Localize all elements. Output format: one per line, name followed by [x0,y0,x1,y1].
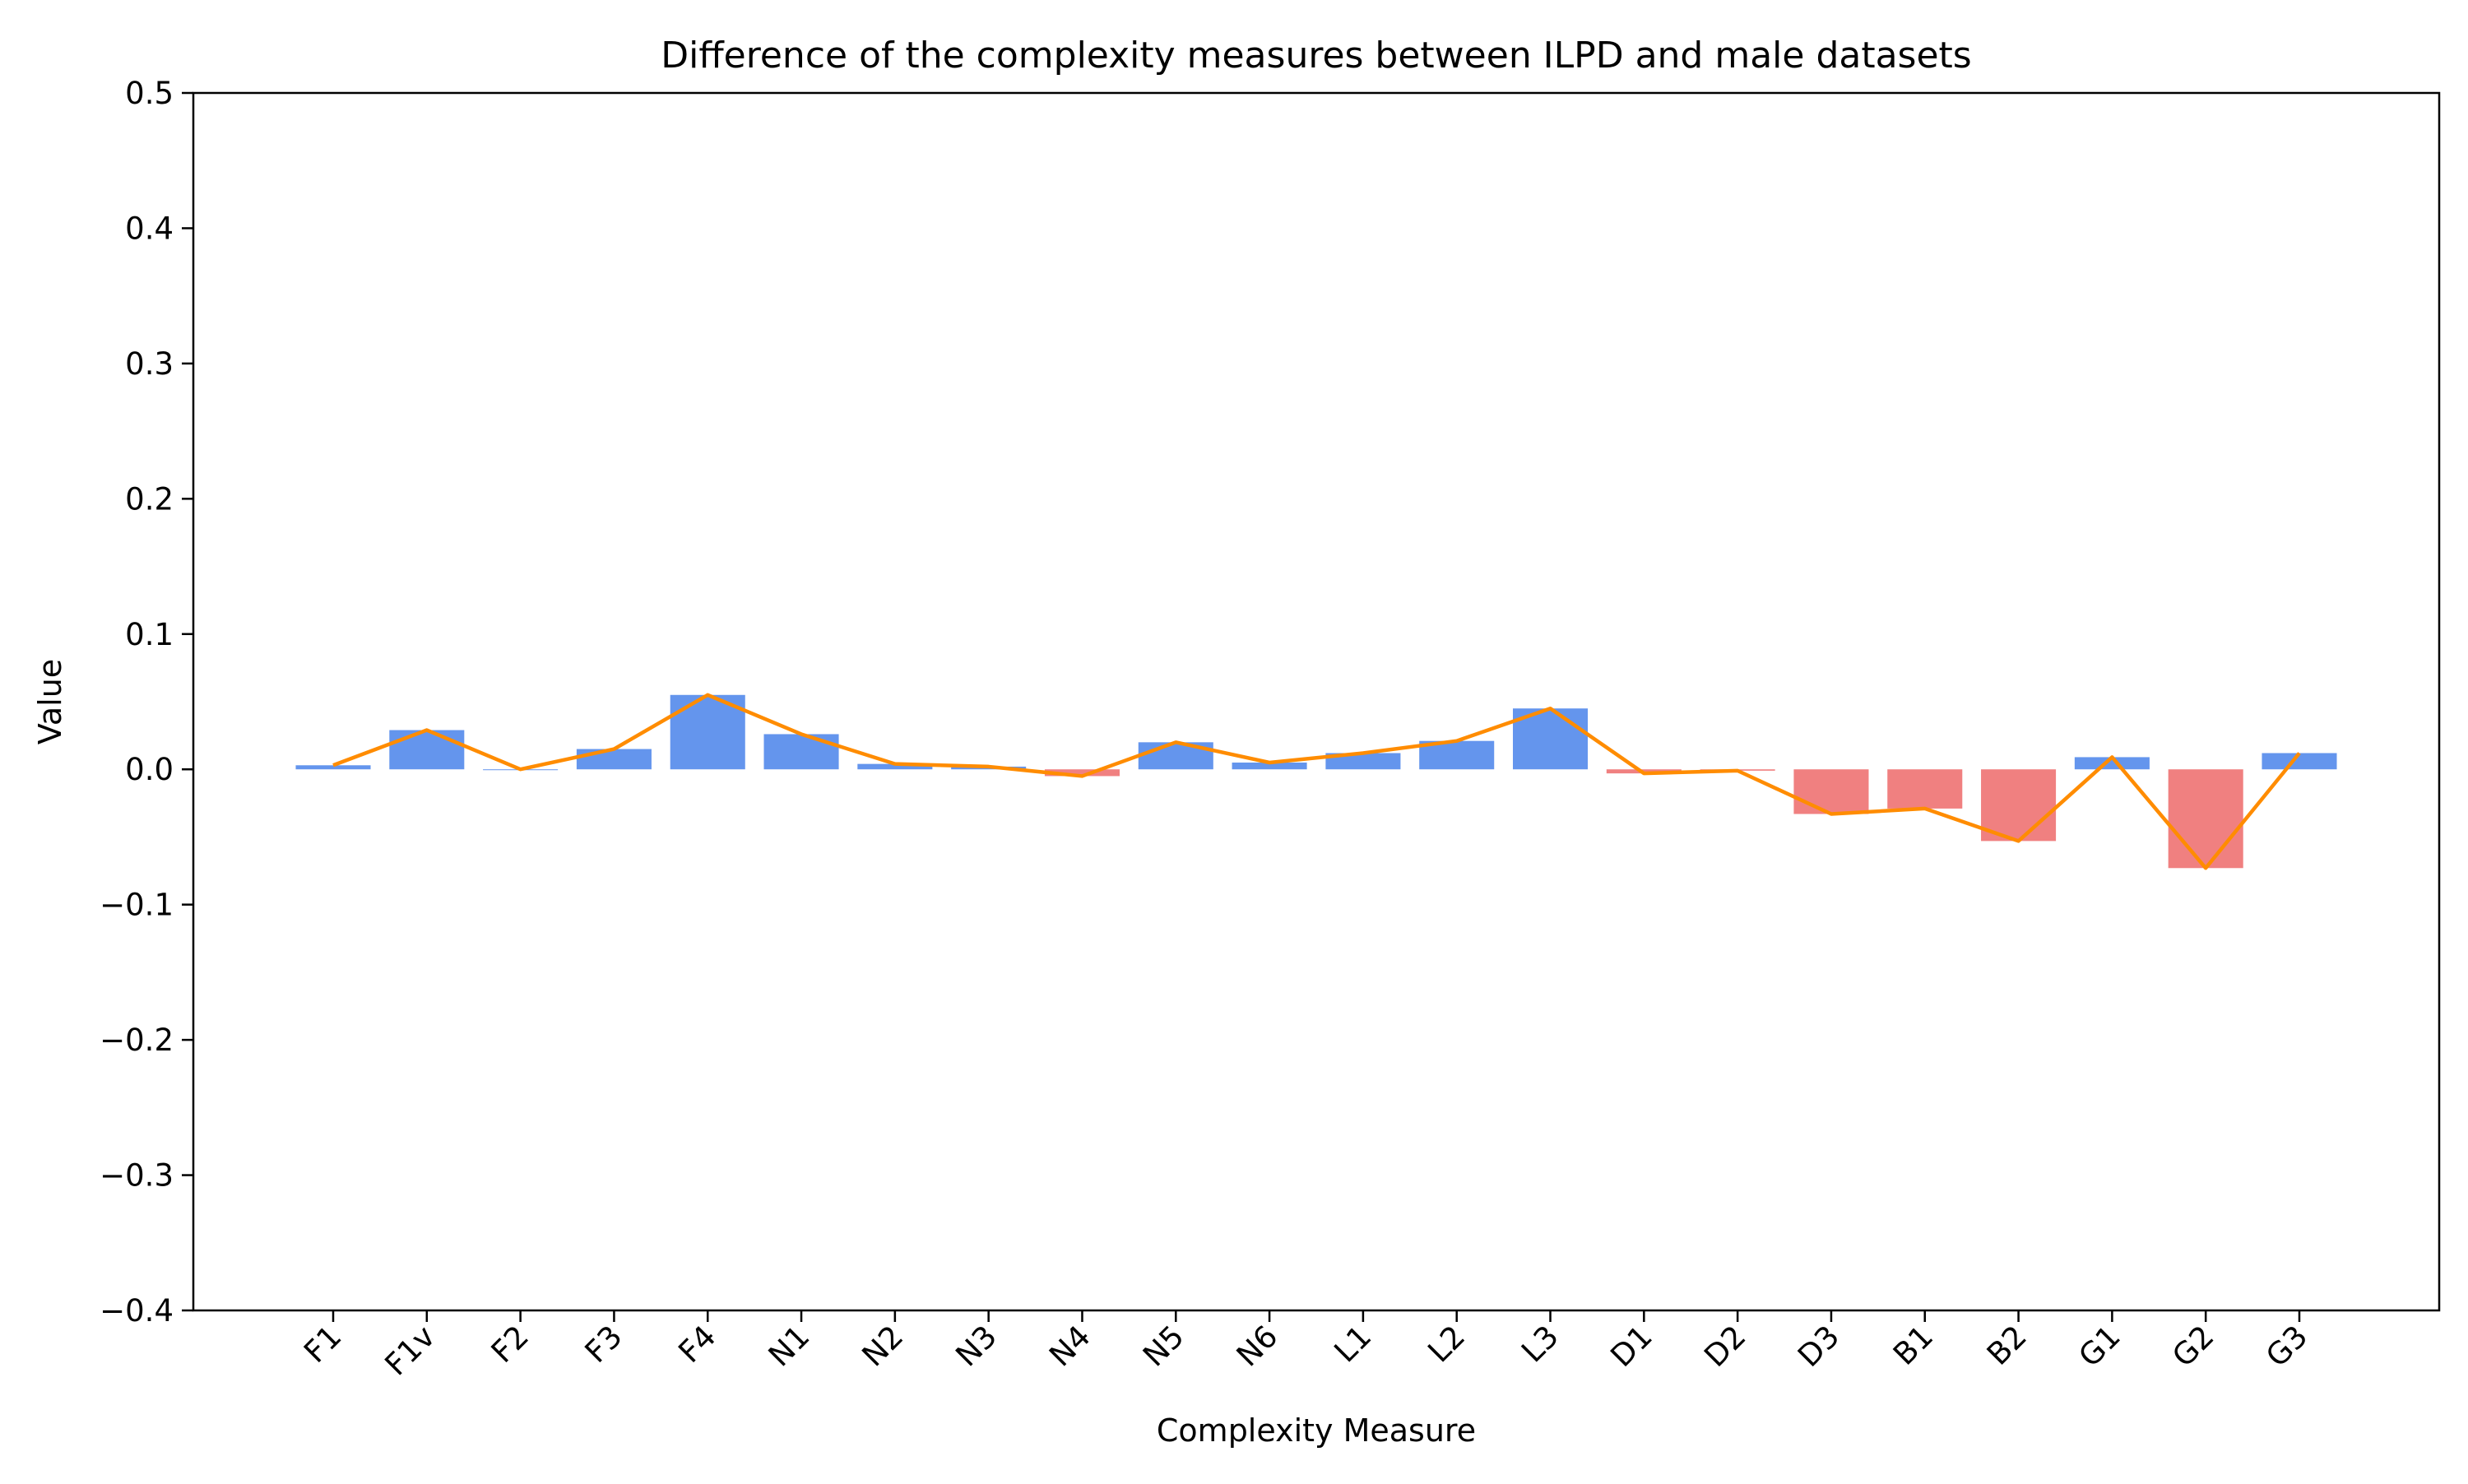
bar-N6 [1232,763,1307,770]
y-axis-label: Value [32,659,68,744]
bar-D3 [1793,769,1869,814]
bar-L1 [1325,753,1401,770]
x-tick-label-F1v: F1v [378,1319,443,1383]
bar-F3 [576,749,652,770]
bar-B1 [1887,769,1963,809]
x-tick-label-G3: G3 [2259,1319,2314,1374]
x-tick-label-F3: F3 [578,1319,629,1370]
y-tick-label: 0.1 [125,617,174,652]
x-tick-label-N6: N6 [1230,1319,1285,1374]
x-tick-label-F4: F4 [671,1319,722,1370]
x-tick-label-D2: D2 [1697,1319,1752,1374]
x-tick-label-N1: N1 [762,1319,817,1374]
y-tick-label: −0.4 [100,1293,174,1329]
bar-F1 [295,765,371,770]
x-axis-label: Complexity Measure [1157,1412,1476,1449]
y-tick-label: −0.1 [100,888,174,923]
x-tick-label-L2: L2 [1421,1319,1472,1370]
y-tick-label: −0.3 [100,1158,174,1194]
y-tick-label: 0.0 [125,752,174,787]
y-tick-label: 0.4 [125,211,174,246]
bar-G1 [2074,757,2150,770]
bar-N2 [857,763,933,770]
x-tick-label-F1: F1 [297,1319,348,1370]
bar-G2 [2168,769,2243,869]
line-layer [332,693,2301,870]
x-tick-label-D1: D1 [1604,1319,1659,1374]
y-tick-label: −0.2 [100,1023,174,1058]
x-tick-label-N5: N5 [1136,1319,1191,1374]
y-axis-ticks: −0.4 −0.3 −0.2 −0.1 0.0 0.1 0.2 0.3 0.4 0.5 [100,76,193,1329]
series-line [332,693,2301,870]
x-tick-label-G1: G1 [2071,1319,2127,1374]
x-tick-label-L3: L3 [1515,1319,1566,1370]
x-tick-label-N4: N4 [1042,1319,1097,1374]
plot-frame [192,91,2441,1312]
x-tick-label-F2: F2 [485,1319,536,1370]
chart-title: Difference of the complexity measures be… [661,35,1971,77]
bar-F1v [389,730,465,770]
x-tick-label-G2: G2 [2165,1319,2220,1374]
bar-N1 [763,734,839,770]
x-tick-label-D3: D3 [1791,1319,1846,1374]
bar-G3 [2262,753,2337,770]
bar-B2 [1981,769,2057,842]
x-tick-label-B2: B2 [1980,1319,2034,1372]
x-tick-label-N2: N2 [856,1319,911,1374]
y-tick-label: 0.2 [125,481,174,517]
bar-N4 [1044,769,1120,777]
x-tick-label-B1: B1 [1886,1319,1940,1372]
x-axis-ticks: F1 F1v F2 F3 F4 N1 N2 N3 N4 N5 N6 L1 L2 L3 D1 D2 D3 B1 B2 G… [297,1310,2314,1383]
y-tick-label: 0.5 [125,76,174,111]
x-tick-label-L1: L1 [1328,1319,1379,1370]
bars-layer [295,694,2337,869]
x-tick-label-N3: N3 [949,1319,1004,1374]
y-tick-label: 0.3 [125,346,174,382]
